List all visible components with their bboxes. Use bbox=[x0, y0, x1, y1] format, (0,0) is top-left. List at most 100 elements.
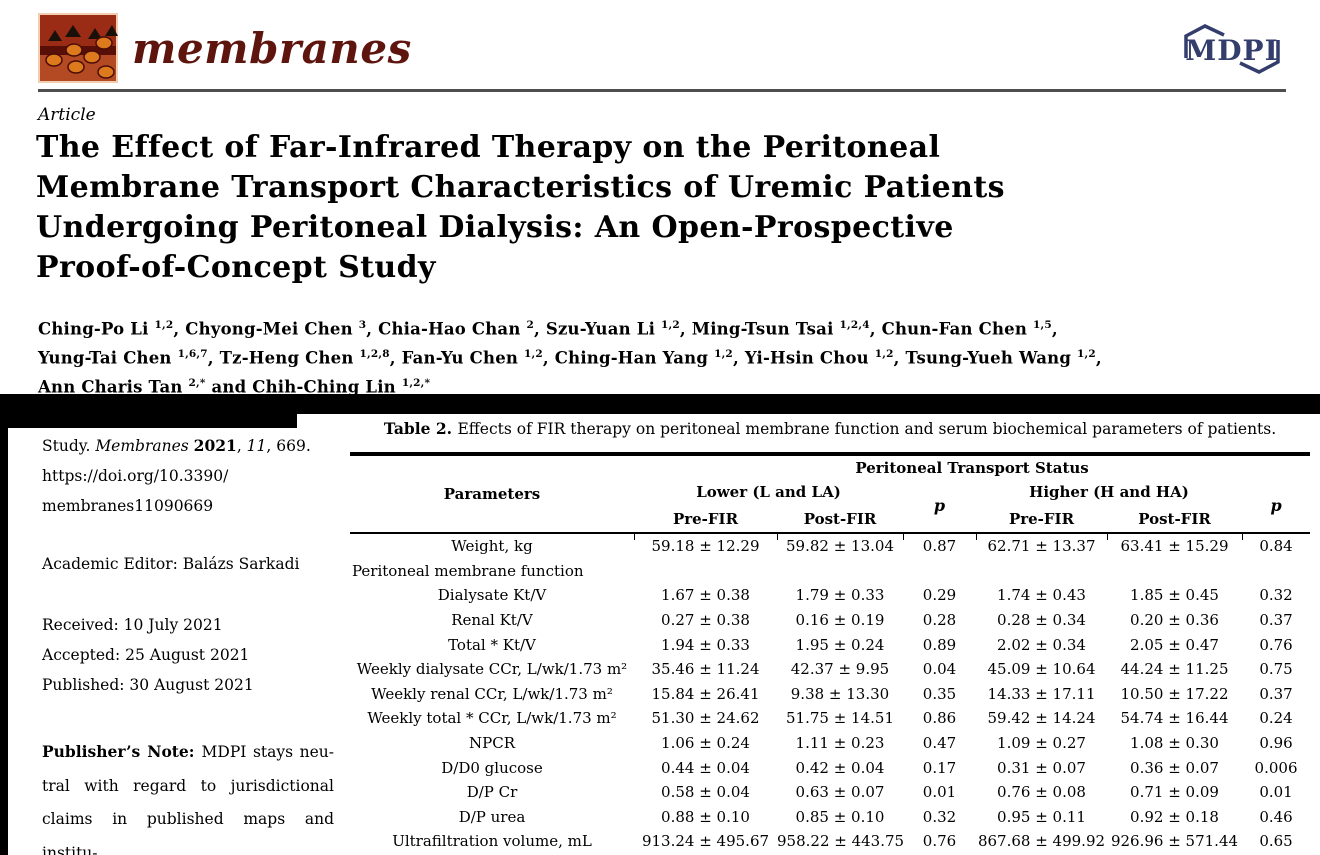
col-header-parameters: Parameters bbox=[350, 454, 634, 534]
value-cell: 45.09 ± 10.64 bbox=[987, 660, 1096, 679]
accepted-date: Accepted: 25 August 2021 bbox=[42, 646, 250, 664]
table-row: NPCR 1.06 ± 0.24 1.11 ± 0.23 0.47 1.09 ± 0.2… bbox=[350, 731, 1310, 756]
author-line: Ann Charis Tan 2,* and Chih-Ching Lin 1,… bbox=[38, 377, 431, 397]
param-cell: Ultrafiltration volume, mL bbox=[392, 832, 592, 851]
paper-title: The Effect of Far-Infrared Therapy on th… bbox=[36, 128, 1296, 288]
header-divider bbox=[38, 89, 1286, 92]
param-cell: D/P Cr bbox=[466, 783, 518, 802]
value-cell: 0.01 bbox=[922, 783, 957, 802]
value-cell: 0.01 bbox=[1259, 783, 1293, 802]
value-cell: 2.02 ± 0.34 bbox=[997, 635, 1086, 654]
value-cell: 1.06 ± 0.24 bbox=[661, 734, 750, 753]
history-dates: Received: 10 July 2021 Accepted: 25 Augu… bbox=[42, 610, 254, 700]
value-cell: 0.71 ± 0.09 bbox=[1130, 783, 1219, 802]
value-cell: 0.89 bbox=[922, 635, 957, 654]
value-cell: 0.29 bbox=[922, 586, 957, 605]
table-header: Parameters Peritoneal Transport Status L… bbox=[350, 454, 1311, 534]
redaction-strip bbox=[0, 428, 8, 855]
value-cell: 2.05 ± 0.47 bbox=[1130, 635, 1219, 654]
value-cell bbox=[903, 559, 976, 584]
value-cell: 0.37 bbox=[1259, 684, 1293, 703]
doi-link[interactable]: https://doi.org/10.3390/ bbox=[42, 467, 229, 485]
value-cell: 0.84 bbox=[1242, 533, 1311, 559]
value-cell: 0.76 bbox=[922, 832, 957, 851]
table-section-row: Peritoneal membrane function bbox=[350, 559, 1310, 584]
value-cell: 0.24 bbox=[1259, 709, 1293, 728]
value-cell bbox=[777, 559, 903, 584]
value-cell: 0.32 bbox=[1259, 586, 1293, 605]
value-cell: 59.18 ± 12.29 bbox=[634, 533, 777, 559]
citation-line: Study. Membranes 2021, 11, 669. bbox=[42, 436, 311, 455]
value-cell: 0.65 bbox=[1259, 832, 1293, 851]
table-caption: Table 2. Effects of FIR therapy on perit… bbox=[383, 419, 1277, 438]
value-cell: 0.75 bbox=[1259, 660, 1293, 679]
value-cell: 958.22 ± 443.75 bbox=[777, 832, 903, 851]
value-cell: 63.41 ± 15.29 bbox=[1107, 533, 1242, 559]
table-row: Weekly renal CCr, L/wk/1.73 m² 15.84 ± 26… bbox=[350, 682, 1310, 707]
value-cell: 44.24 ± 11.25 bbox=[1120, 660, 1229, 679]
title-line: Proof-of-Concept Study bbox=[36, 250, 436, 285]
article-type-label: Article bbox=[38, 105, 96, 125]
param-cell: D/D0 glucose bbox=[441, 758, 543, 777]
value-cell: 9.38 ± 13.30 bbox=[790, 684, 890, 703]
value-cell: 1.11 ± 0.23 bbox=[795, 734, 885, 753]
value-cell: 0.76 ± 0.08 bbox=[997, 783, 1086, 802]
value-cell: 59.42 ± 14.24 bbox=[987, 709, 1096, 728]
col-group-lower: Lower (L and LA) bbox=[696, 483, 841, 501]
doi-link[interactable]: membranes11090669 bbox=[42, 497, 214, 515]
value-cell: 51.30 ± 24.62 bbox=[651, 709, 760, 728]
value-cell: 1.85 ± 0.45 bbox=[1130, 586, 1219, 605]
param-cell: Weekly dialysate CCr, L/wk/1.73 m² bbox=[356, 660, 628, 679]
value-cell: 0.04 bbox=[922, 660, 957, 679]
citation-block: Study. Membranes 2021, 11, 669. https://… bbox=[42, 431, 342, 521]
value-cell: 0.95 ± 0.11 bbox=[997, 807, 1086, 826]
value-cell: 0.58 ± 0.04 bbox=[661, 783, 750, 802]
table-body: Weight, kg 59.18 ± 12.29 59.82 ± 13.04 0.87… bbox=[350, 533, 1311, 854]
param-cell: NPCR bbox=[469, 734, 515, 753]
value-cell: 54.74 ± 16.44 bbox=[1120, 709, 1229, 728]
value-cell: 0.28 ± 0.34 bbox=[997, 611, 1086, 630]
value-cell: 0.28 bbox=[922, 611, 957, 630]
value-cell: 1.74 ± 0.43 bbox=[997, 586, 1086, 605]
value-cell: 0.88 ± 0.10 bbox=[661, 807, 750, 826]
value-cell: 0.17 bbox=[922, 758, 957, 777]
published-date: Published: 30 August 2021 bbox=[42, 676, 254, 694]
table-row: Total * Kt/V 1.94 ± 0.33 1.95 ± 0.24 0.89 2.… bbox=[350, 632, 1310, 657]
value-cell: 0.27 ± 0.38 bbox=[661, 611, 750, 630]
author-list: Ching-Po Li 1,2, Chyong-Mei Chen 3, Chia… bbox=[38, 313, 1308, 400]
value-cell: 1.08 ± 0.30 bbox=[1130, 734, 1219, 753]
mdpi-logo-icon: MDPI bbox=[1184, 24, 1280, 74]
table-row: D/D0 glucose 0.44 ± 0.04 0.42 ± 0.04 0.17 0.… bbox=[350, 755, 1310, 780]
param-cell: Total * Kt/V bbox=[448, 635, 536, 654]
value-cell: 59.82 ± 13.04 bbox=[777, 533, 903, 559]
table-row: Ultrafiltration volume, mL 913.24 ± 495.6… bbox=[350, 829, 1310, 854]
value-cell: 10.50 ± 17.22 bbox=[1120, 684, 1229, 703]
value-cell: 0.92 ± 0.18 bbox=[1130, 807, 1219, 826]
value-cell: 35.46 ± 11.24 bbox=[651, 660, 760, 679]
results-table: Parameters Peritoneal Transport Status L… bbox=[350, 452, 1311, 854]
value-cell: 0.31 ± 0.07 bbox=[997, 758, 1086, 777]
value-cell: 0.42 ± 0.04 bbox=[795, 758, 885, 777]
value-cell bbox=[1107, 559, 1242, 584]
value-cell: 0.63 ± 0.07 bbox=[795, 783, 885, 802]
journal-name: membranes bbox=[132, 24, 412, 73]
redaction-block bbox=[0, 414, 297, 428]
academic-editor: Academic Editor: Balázs Sarkadi bbox=[42, 555, 300, 573]
table-row: Weekly total * CCr, L/wk/1.73 m² 51.30 ± … bbox=[350, 706, 1310, 731]
value-cell: 0.32 bbox=[922, 807, 957, 826]
title-line: The Effect of Far-Infrared Therapy on th… bbox=[36, 130, 941, 165]
value-cell: 0.16 ± 0.19 bbox=[795, 611, 885, 630]
table-row: Dialysate Kt/V 1.67 ± 0.38 1.79 ± 0.33 0.29… bbox=[350, 583, 1310, 608]
param-cell: Renal Kt/V bbox=[451, 611, 533, 630]
col-header-pre-fir: Pre-FIR bbox=[634, 505, 777, 534]
value-cell: 0.46 bbox=[1259, 807, 1293, 826]
value-cell: 1.79 ± 0.33 bbox=[795, 586, 885, 605]
col-header-p-higher: p bbox=[1242, 479, 1311, 534]
value-cell: 42.37 ± 9.95 bbox=[790, 660, 890, 679]
value-cell: 0.20 ± 0.36 bbox=[1130, 611, 1219, 630]
value-cell: 0.85 ± 0.10 bbox=[795, 807, 885, 826]
value-cell: 0.87 bbox=[903, 533, 976, 559]
title-line: Membrane Transport Characteristics of Ur… bbox=[36, 170, 1005, 205]
table-row: Weight, kg 59.18 ± 12.29 59.82 ± 13.04 0.87… bbox=[350, 533, 1311, 559]
value-cell: 0.36 ± 0.07 bbox=[1130, 758, 1219, 777]
